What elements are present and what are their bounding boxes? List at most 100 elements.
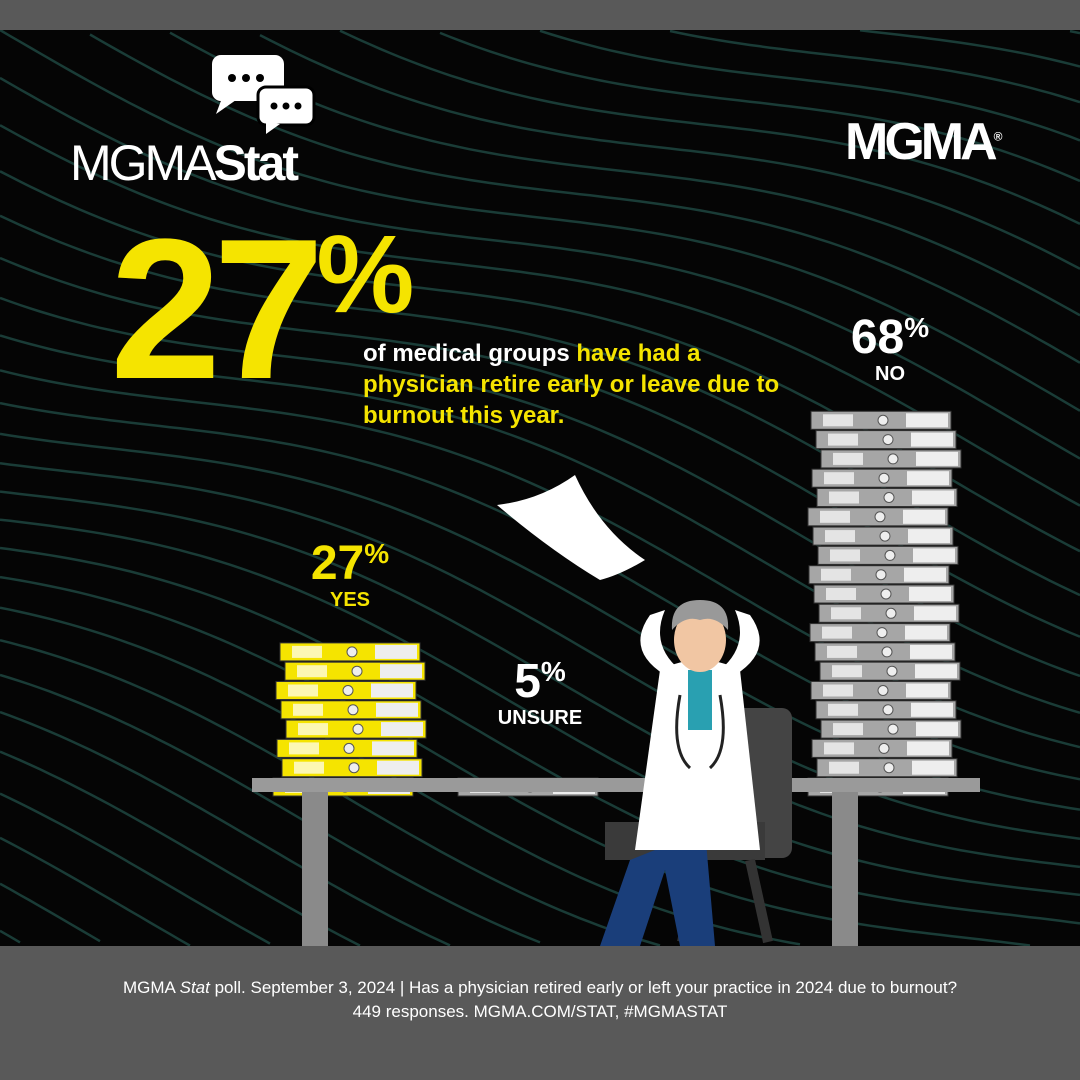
book-label <box>878 742 890 754</box>
footer-line-1: MGMA Stat poll. September 3, 2024 | Has … <box>0 976 1080 1000</box>
book-pages <box>909 587 951 601</box>
book <box>810 410 952 430</box>
logo-text-mgma: MGMA <box>70 135 217 191</box>
wave-line <box>1069 30 1080 35</box>
category-label: YES <box>329 589 371 611</box>
value-label: 68 <box>850 311 905 364</box>
book <box>284 661 426 681</box>
book <box>285 719 427 739</box>
book-pages <box>907 471 949 486</box>
wave-line <box>0 76 1080 460</box>
book-label <box>887 453 899 465</box>
book-pages <box>905 625 947 640</box>
doctor-coat <box>635 660 760 850</box>
book-spine <box>833 452 863 465</box>
book-pages <box>911 432 953 447</box>
book <box>815 700 957 720</box>
book-label <box>882 704 894 716</box>
book-label <box>875 569 887 581</box>
wave-line <box>0 575 1031 946</box>
hero-stat: 27% <box>110 210 414 410</box>
book-spine <box>821 568 851 581</box>
mgma-logo: MGMA® <box>845 112 1002 172</box>
value-label: 5 <box>514 655 541 708</box>
flying-paper <box>497 475 645 580</box>
book <box>816 758 958 778</box>
book-pages <box>916 722 958 737</box>
book-spine <box>292 645 322 658</box>
wave-line <box>0 30 1080 412</box>
book-spine <box>297 665 327 678</box>
book-spine <box>828 433 858 446</box>
value-label: 27 <box>310 537 365 590</box>
book-label <box>351 665 363 677</box>
book <box>811 468 953 488</box>
category-label: NO <box>875 363 905 385</box>
headline-text: of medical groups have had a physician r… <box>363 338 783 431</box>
desk-top <box>252 778 980 792</box>
mgma-stat-logo: MGMAStat <box>70 52 330 191</box>
wave-line <box>259 33 1080 270</box>
infographic <box>0 30 1080 946</box>
book <box>281 758 423 778</box>
book-spine <box>823 414 853 427</box>
book-label <box>346 646 358 658</box>
wave-line <box>0 673 541 944</box>
book-pages <box>380 664 422 679</box>
book-pages <box>381 722 423 737</box>
doctor-pants <box>600 830 715 946</box>
book-spine <box>824 472 854 485</box>
book-label <box>352 723 364 735</box>
book <box>280 700 422 720</box>
wave-line <box>0 792 271 945</box>
book-spine <box>829 491 859 504</box>
book-spine <box>298 723 328 736</box>
book-pages <box>915 664 957 679</box>
wave-line <box>0 750 361 946</box>
book-pages <box>371 683 413 698</box>
wave-line <box>0 462 1080 840</box>
book-pages <box>912 490 954 505</box>
book <box>809 623 951 643</box>
book <box>815 430 957 450</box>
headline-white: of medical groups <box>363 340 577 367</box>
book <box>820 449 962 469</box>
wave-line <box>539 30 1080 142</box>
footer-line-2: 449 responses. MGMA.COM/STAT, #MGMASTAT <box>352 1002 728 1021</box>
label-unsure: 5% UNSURE <box>480 655 600 729</box>
book-pages <box>906 683 948 698</box>
book-label <box>879 530 891 542</box>
book-pages <box>372 741 414 756</box>
book-label <box>883 762 895 774</box>
book-label <box>878 472 890 484</box>
book-pages <box>911 702 953 717</box>
book-spine <box>293 703 323 716</box>
label-yes: 27% YES <box>290 537 410 611</box>
footer-text-italic: Stat <box>179 978 210 997</box>
doctor-arm-left <box>640 610 680 675</box>
wave-line <box>0 518 1080 897</box>
book <box>811 738 953 758</box>
book-spine <box>833 723 863 736</box>
desk-leg <box>302 792 328 946</box>
wave-line <box>0 490 1080 869</box>
book-spine <box>294 761 324 774</box>
book-label <box>877 414 889 426</box>
illustration <box>252 410 980 946</box>
book-spine <box>828 703 858 716</box>
book-label <box>882 434 894 446</box>
hero-percent-sign: % <box>316 213 415 336</box>
wave-line <box>439 31 1080 183</box>
book-pages <box>377 760 419 775</box>
book-spine <box>830 549 860 562</box>
book <box>810 681 952 700</box>
wave-line <box>0 710 451 946</box>
book-label <box>348 762 360 774</box>
book-pages <box>914 606 956 621</box>
mgma-logo-text: MGMA <box>845 113 998 171</box>
book-spine <box>820 510 850 523</box>
wave-line <box>0 929 21 944</box>
hero-value: 27 <box>110 198 324 421</box>
book <box>279 642 421 662</box>
registered-mark: ® <box>993 129 1003 144</box>
